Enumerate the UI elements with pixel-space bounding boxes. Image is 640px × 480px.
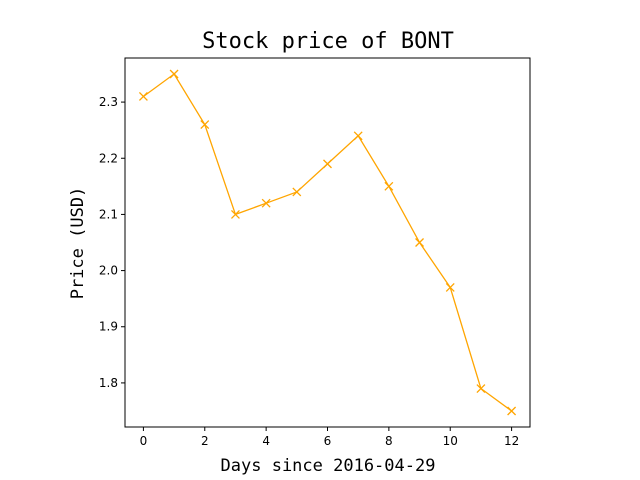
y-axis-label: Price (USD) bbox=[68, 187, 88, 300]
data-point bbox=[445, 282, 455, 292]
data-point bbox=[200, 120, 210, 130]
x-tick-label: 6 bbox=[324, 434, 332, 448]
data-point bbox=[261, 198, 271, 208]
x-tick-label: 8 bbox=[385, 434, 393, 448]
data-point bbox=[292, 187, 302, 197]
data-point bbox=[230, 209, 240, 219]
data-point bbox=[507, 406, 517, 416]
y-tick-label: 2.1 bbox=[99, 207, 118, 221]
x-tick-label: 2 bbox=[201, 434, 209, 448]
data-point bbox=[476, 384, 486, 393]
y-axis: 1.8 1.9 2.0 2.1 2.2 2.3 bbox=[99, 95, 125, 390]
data-point bbox=[415, 238, 425, 247]
x-tick-label: 12 bbox=[504, 434, 519, 448]
y-tick-label: 2.0 bbox=[99, 264, 118, 278]
series-line bbox=[143, 73, 512, 412]
data-point bbox=[384, 181, 394, 191]
x-tick-label: 4 bbox=[262, 434, 270, 448]
series-markers bbox=[138, 69, 517, 416]
x-axis-label: Days since 2016-04-29 bbox=[221, 456, 436, 476]
y-tick-label: 1.9 bbox=[99, 320, 118, 334]
y-tick-label: 1.8 bbox=[99, 376, 118, 390]
data-point bbox=[138, 92, 148, 101]
x-axis: 0 2 4 6 8 10 12 bbox=[140, 427, 519, 448]
data-point bbox=[353, 131, 363, 141]
y-tick-label: 2.2 bbox=[99, 151, 118, 165]
data-point bbox=[323, 159, 332, 169]
data-point bbox=[169, 69, 179, 79]
chart-title: Stock price of BONT bbox=[202, 29, 454, 54]
x-tick-label: 10 bbox=[443, 434, 458, 448]
plot-area: 0 2 4 6 8 10 12 1.8 1.9 2.0 2.1 2.2 2.3 bbox=[99, 57, 531, 448]
plot-frame bbox=[124, 57, 531, 428]
y-tick-label: 2.3 bbox=[99, 95, 118, 109]
x-tick-label: 0 bbox=[140, 434, 148, 448]
